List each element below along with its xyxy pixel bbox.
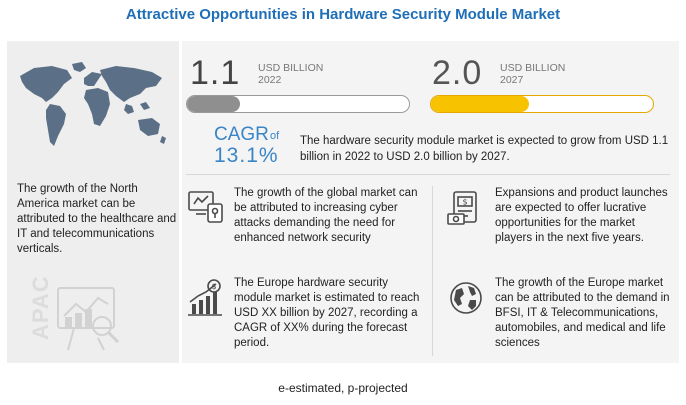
money-expansion-icon: $ <box>447 191 477 225</box>
feature-text-europe-estimate: The Europe hardware security module mark… <box>234 277 420 349</box>
unit-2027: USD BILLION 2027 <box>500 62 565 86</box>
progress-fill-2022 <box>187 96 241 112</box>
divider-vertical <box>432 186 433 356</box>
analytics-board-icon <box>57 287 120 351</box>
feature-text-expansion: Expansions and product launches are expe… <box>495 187 668 244</box>
unit-label-2022: USD BILLION <box>258 62 324 74</box>
svg-text:$: $ <box>462 198 467 207</box>
cyber-attack-icon <box>188 191 223 223</box>
globe-icon <box>450 282 482 314</box>
value-2022: 1.1 <box>190 54 241 92</box>
footnote: e-estimated, p-projected <box>278 381 408 395</box>
right-panel <box>182 41 679 363</box>
world-map-icon <box>20 62 166 146</box>
year-label-2027: 2027 <box>500 74 524 86</box>
progress-fill-2027 <box>431 96 529 112</box>
cagr-value: 13.1% <box>214 144 279 167</box>
apac-label: APAC <box>28 275 53 340</box>
year-label-2022: 2022 <box>258 74 282 86</box>
progress-bar-2027 <box>430 95 654 113</box>
north-america-text: The growth of the North America market c… <box>17 183 177 255</box>
cagr-label: CAGR <box>214 124 269 145</box>
page-title: Attractive Opportunities in Hardware Sec… <box>125 6 561 23</box>
feature-text-europe-growth: The growth of the Europe market can be a… <box>495 277 670 349</box>
unit-2022: USD BILLION 2022 <box>258 62 323 86</box>
divider-horizontal <box>186 174 670 175</box>
progress-bar-2022 <box>186 95 410 113</box>
feature-text-cyber: The growth of the global market can be a… <box>234 187 418 244</box>
cagr-of: of <box>270 130 280 142</box>
growth-chart-icon: $ <box>188 279 222 316</box>
unit-label-2027: USD BILLION <box>500 62 566 74</box>
value-2027: 2.0 <box>432 54 483 92</box>
cagr-description: The hardware security module market is e… <box>300 135 669 163</box>
